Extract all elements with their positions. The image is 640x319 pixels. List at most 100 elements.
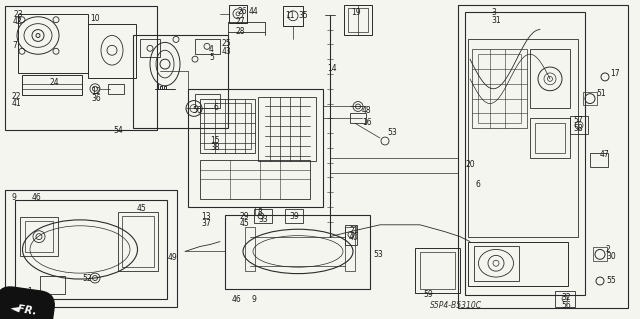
Bar (555, 291, 575, 307)
Text: 28: 28 (235, 26, 244, 36)
Bar (15, 200, 167, 299)
Bar (118, 212, 158, 271)
Text: 53: 53 (387, 128, 397, 137)
Text: 7: 7 (12, 41, 17, 50)
Bar (420, 252, 455, 289)
Text: 46: 46 (32, 193, 42, 202)
Text: 41: 41 (12, 99, 22, 108)
Text: 40: 40 (349, 233, 359, 242)
Text: 8: 8 (258, 208, 263, 217)
Bar (283, 6, 303, 26)
Bar (478, 54, 521, 123)
Text: 9: 9 (12, 193, 17, 202)
Bar (18, 14, 88, 73)
Bar (254, 209, 272, 223)
Text: 26: 26 (237, 7, 246, 16)
Text: 12: 12 (91, 87, 100, 96)
Text: 27: 27 (235, 17, 244, 26)
Bar (140, 40, 160, 57)
Text: 11: 11 (285, 11, 294, 20)
Text: 30: 30 (606, 252, 616, 261)
Text: 4: 4 (209, 45, 214, 54)
Bar (108, 84, 124, 94)
Text: 2: 2 (606, 245, 611, 254)
Bar (593, 248, 607, 261)
Bar (25, 221, 53, 252)
Text: 46: 46 (232, 295, 242, 304)
Text: 53: 53 (373, 250, 383, 259)
Bar (468, 40, 578, 237)
Bar (195, 94, 220, 108)
Bar (5, 6, 157, 130)
Text: 24: 24 (50, 78, 60, 87)
Text: 48: 48 (362, 107, 372, 115)
Text: 54: 54 (113, 126, 123, 135)
Text: 3: 3 (491, 8, 496, 17)
Text: S5P4-B5310C: S5P4-B5310C (430, 301, 482, 310)
Text: 6: 6 (213, 102, 218, 112)
Text: 43: 43 (222, 47, 232, 56)
Text: ◄FR.: ◄FR. (10, 303, 38, 316)
Text: 21: 21 (349, 226, 358, 235)
Text: 23: 23 (13, 10, 22, 19)
Text: 31: 31 (491, 16, 500, 25)
Text: 58: 58 (573, 124, 582, 133)
Bar (468, 241, 568, 286)
Text: 36: 36 (91, 94, 100, 103)
Text: 51: 51 (596, 89, 605, 98)
Bar (20, 217, 58, 256)
Text: 1: 1 (27, 287, 32, 296)
Text: 25: 25 (222, 40, 232, 48)
Bar (345, 225, 357, 245)
Text: 35: 35 (298, 11, 308, 20)
Text: 5: 5 (209, 53, 214, 62)
Bar (285, 209, 303, 223)
Text: 57: 57 (573, 116, 583, 125)
Bar (535, 123, 565, 153)
Bar (188, 89, 323, 207)
Bar (350, 113, 366, 123)
Text: 47: 47 (600, 150, 610, 159)
Bar (245, 227, 255, 271)
Bar (200, 99, 255, 153)
Text: 39: 39 (289, 212, 299, 221)
Text: 29: 29 (240, 212, 250, 221)
Text: 44: 44 (249, 7, 259, 16)
Text: 6: 6 (475, 181, 480, 189)
Text: 55: 55 (606, 276, 616, 285)
Text: 32: 32 (561, 293, 571, 302)
Bar (415, 249, 460, 293)
Bar (474, 247, 519, 281)
Bar (122, 216, 154, 267)
Bar (530, 49, 570, 108)
Bar (530, 118, 570, 158)
Bar (570, 116, 588, 134)
Bar (465, 12, 585, 295)
Text: 10: 10 (90, 14, 100, 23)
Bar (204, 102, 251, 149)
Bar (258, 97, 316, 161)
Text: 33: 33 (258, 215, 268, 224)
Bar (345, 227, 355, 271)
Bar (40, 276, 65, 294)
Text: 59: 59 (423, 290, 433, 299)
Bar (5, 190, 177, 307)
Bar (22, 75, 82, 95)
Text: 49: 49 (168, 253, 178, 263)
Bar (195, 40, 220, 54)
Text: 20: 20 (465, 160, 475, 169)
Text: 50: 50 (192, 107, 202, 115)
Bar (229, 5, 247, 23)
Bar (133, 34, 228, 128)
Bar (344, 5, 372, 34)
Bar (590, 153, 608, 167)
Bar (225, 215, 370, 289)
Bar (88, 24, 136, 78)
Text: 42: 42 (13, 17, 22, 26)
Bar (458, 5, 628, 308)
Bar (583, 92, 597, 106)
Text: 45: 45 (240, 219, 250, 228)
Text: 38: 38 (210, 143, 220, 152)
Text: 13: 13 (201, 212, 211, 221)
Text: 45: 45 (137, 204, 147, 213)
